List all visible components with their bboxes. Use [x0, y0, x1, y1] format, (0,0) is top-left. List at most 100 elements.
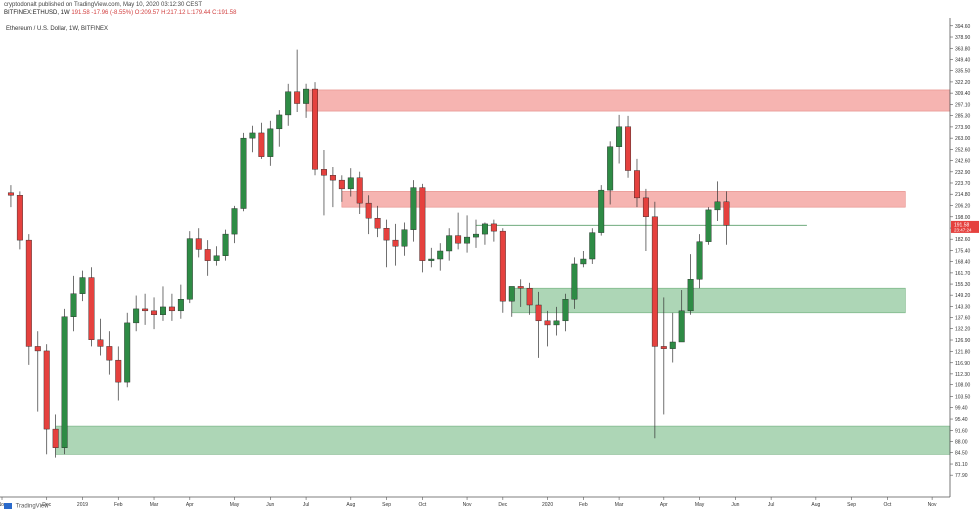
y-tick-label: 112.30: [955, 372, 970, 378]
y-tick-label: 108.00: [955, 383, 971, 389]
y-tick-label: 143.30: [955, 304, 971, 310]
x-tick-label: Apr: [186, 502, 194, 508]
candle-body-down: [490, 223, 497, 232]
candle-body-up: [79, 277, 86, 294]
candle-body-down: [312, 88, 318, 170]
candle-body-up: [437, 250, 444, 260]
x-tick-label: Jul: [303, 502, 309, 508]
chart-title: Ethereum / U.S. Dollar, 1W, BITFINEX: [6, 26, 109, 32]
y-tick-label: 309.40: [955, 91, 971, 97]
candle-body-down: [526, 288, 533, 306]
candle-body-up: [61, 316, 68, 448]
candle-body-down: [204, 249, 211, 261]
support-zone-2: [511, 287, 906, 314]
candle-body-up: [267, 128, 274, 157]
candle--3: [16, 191, 23, 250]
y-tick-label: 175.40: [955, 248, 971, 254]
candle-22: [240, 132, 247, 212]
y-tick-label: 335.50: [955, 69, 971, 75]
candle-39: [392, 223, 399, 266]
candle-body-down: [168, 306, 175, 312]
x-tick-label: Aug: [346, 502, 355, 508]
price-change: -17.96 (-8.55%): [91, 10, 134, 16]
y-tick-label: 103.50: [955, 394, 971, 400]
candle-46: [455, 212, 462, 250]
x-tick-label: Nov: [928, 502, 937, 508]
candle-13: [160, 286, 166, 321]
candle-body-up: [678, 310, 685, 343]
y-tick-label: 242.60: [955, 159, 971, 165]
y-tick-label: 91.60: [955, 428, 968, 434]
candle-body-up: [276, 114, 283, 130]
candle-31: [320, 149, 327, 216]
y-tick-label: 99.40: [955, 406, 968, 412]
candle-15: [177, 284, 184, 319]
x-tick-label: Nov: [0, 502, 7, 508]
candle-body-up: [70, 293, 77, 317]
x-tick-label: Mar: [615, 502, 624, 508]
candle-body-up: [598, 189, 605, 233]
candle-50: [490, 219, 497, 242]
candle-72: [687, 254, 694, 315]
x-tick-label: Sep: [382, 502, 391, 508]
candle-66: [634, 158, 640, 208]
publisher-line: cryptodonalt published on TradingView.co…: [4, 2, 203, 8]
x-tick-label: Jun: [266, 502, 274, 508]
candle-45: [446, 228, 453, 261]
candle-8: [115, 346, 122, 401]
price-badge-value: 191.58: [954, 222, 970, 228]
candle-67: [642, 188, 649, 251]
candle-body-up: [124, 322, 131, 383]
candle-40: [401, 222, 408, 256]
price-badge-bg: [951, 220, 979, 233]
y-tick-label: 263.00: [955, 136, 971, 142]
candle-23: [249, 125, 256, 153]
candle-body-up: [186, 238, 193, 300]
candle-7: [106, 331, 113, 375]
tradingview-logo-text: TradingView: [15, 504, 49, 510]
candle-body-down: [455, 235, 462, 244]
candle-33: [338, 175, 345, 202]
candle-20: [222, 229, 229, 261]
y-tick-label: 273.90: [955, 125, 971, 131]
candle-70: [669, 312, 676, 363]
candle-body-up: [177, 299, 184, 312]
resistance-zone-1: [341, 191, 906, 208]
candle-4: [79, 270, 86, 302]
candle-body-down: [88, 277, 95, 340]
candle-body-down: [43, 350, 50, 430]
candle-10: [133, 295, 140, 332]
candle-body-down: [651, 216, 658, 347]
y-tick-label: 77.90: [955, 473, 968, 479]
candle-body-down: [16, 195, 23, 241]
candle-35: [356, 171, 363, 215]
y-tick-label: 182.60: [955, 237, 971, 243]
candle-43: [428, 247, 435, 268]
candle-body-up: [401, 229, 408, 247]
candle-body-down: [34, 346, 41, 352]
candle-21: [231, 205, 238, 244]
candle-body-up: [285, 91, 292, 116]
y-tick-label: 161.70: [955, 271, 971, 277]
candle-5: [88, 267, 95, 347]
candle-body-down: [320, 169, 327, 176]
candle-body-down: [356, 177, 363, 204]
candle-body-down: [544, 320, 551, 326]
candle-58: [562, 293, 569, 332]
candle-body-up: [562, 299, 569, 322]
candle-body-up: [616, 126, 623, 147]
candle-44: [437, 243, 444, 271]
y-tick-label: 232.90: [955, 170, 971, 176]
candle-body-up: [473, 233, 479, 238]
y-tick-label: 349.40: [955, 57, 971, 63]
candle-36: [365, 195, 372, 235]
candle-30: [312, 82, 318, 176]
symbol-label: BITFINEX:ETHUSD, 1W: [4, 10, 70, 16]
candle-body-down: [374, 217, 381, 229]
candle-57: [553, 306, 560, 336]
candle-body-down: [625, 126, 632, 171]
candle-body-down: [142, 308, 149, 312]
candle-42: [419, 183, 426, 273]
x-tick-label: Dec: [498, 502, 507, 508]
